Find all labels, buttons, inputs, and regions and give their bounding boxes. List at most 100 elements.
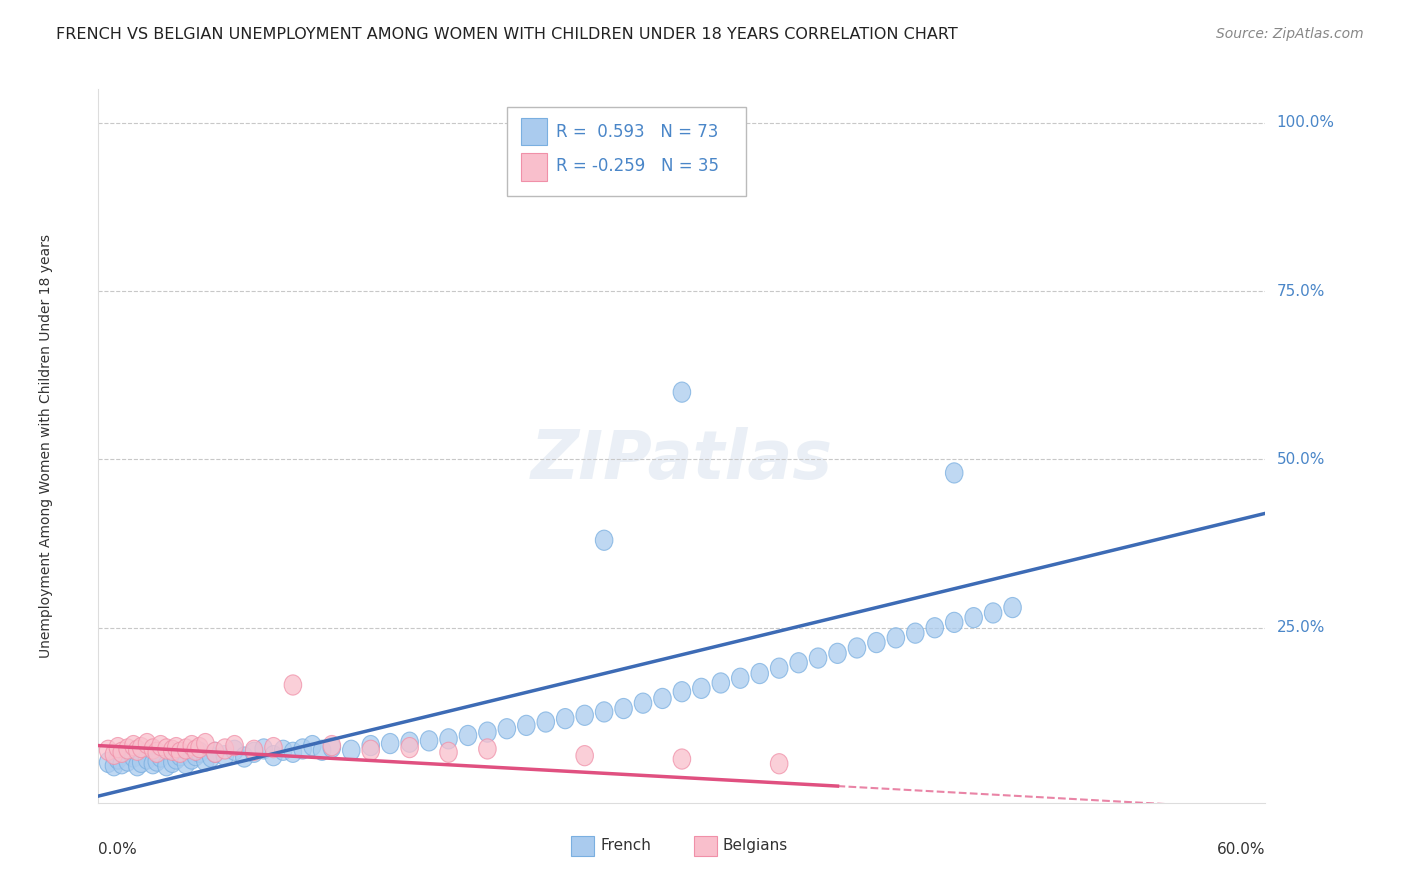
Ellipse shape xyxy=(183,749,201,769)
Ellipse shape xyxy=(770,754,787,774)
Ellipse shape xyxy=(848,638,866,658)
Ellipse shape xyxy=(217,739,233,759)
Ellipse shape xyxy=(537,712,554,732)
Text: R =  0.593   N = 73: R = 0.593 N = 73 xyxy=(555,123,718,141)
Text: Source: ZipAtlas.com: Source: ZipAtlas.com xyxy=(1216,27,1364,41)
Ellipse shape xyxy=(498,719,516,739)
Ellipse shape xyxy=(152,736,169,756)
Ellipse shape xyxy=(673,749,690,769)
Ellipse shape xyxy=(790,653,807,673)
Ellipse shape xyxy=(654,689,671,708)
Ellipse shape xyxy=(751,664,769,683)
FancyBboxPatch shape xyxy=(508,107,747,196)
Ellipse shape xyxy=(284,675,302,695)
Ellipse shape xyxy=(1004,598,1021,617)
Ellipse shape xyxy=(105,744,122,764)
Ellipse shape xyxy=(148,751,166,772)
Ellipse shape xyxy=(197,733,214,754)
Ellipse shape xyxy=(614,698,633,719)
Ellipse shape xyxy=(294,739,311,759)
Ellipse shape xyxy=(132,752,150,772)
Bar xyxy=(520,153,547,180)
Ellipse shape xyxy=(187,746,204,765)
Ellipse shape xyxy=(264,738,283,757)
Ellipse shape xyxy=(207,742,224,763)
Text: 60.0%: 60.0% xyxy=(1218,842,1265,857)
Ellipse shape xyxy=(595,702,613,722)
Ellipse shape xyxy=(770,658,787,678)
Ellipse shape xyxy=(401,732,419,752)
Text: 50.0%: 50.0% xyxy=(1277,452,1324,467)
Ellipse shape xyxy=(207,742,224,763)
Bar xyxy=(520,118,547,145)
Ellipse shape xyxy=(125,736,142,756)
Ellipse shape xyxy=(693,678,710,698)
Ellipse shape xyxy=(120,751,136,772)
Ellipse shape xyxy=(304,736,321,756)
Ellipse shape xyxy=(557,708,574,729)
Ellipse shape xyxy=(945,612,963,632)
Ellipse shape xyxy=(420,731,437,751)
Ellipse shape xyxy=(673,681,690,702)
Ellipse shape xyxy=(125,747,142,767)
Ellipse shape xyxy=(517,715,536,736)
Ellipse shape xyxy=(595,530,613,550)
Ellipse shape xyxy=(361,736,380,756)
Ellipse shape xyxy=(226,736,243,756)
Ellipse shape xyxy=(361,740,380,760)
Ellipse shape xyxy=(148,742,166,763)
Ellipse shape xyxy=(157,756,176,776)
Ellipse shape xyxy=(157,739,176,759)
Ellipse shape xyxy=(314,740,330,760)
Text: 75.0%: 75.0% xyxy=(1277,284,1324,299)
Ellipse shape xyxy=(105,756,122,776)
Ellipse shape xyxy=(343,740,360,760)
Ellipse shape xyxy=(576,746,593,765)
Ellipse shape xyxy=(128,756,146,776)
Ellipse shape xyxy=(112,754,131,774)
Ellipse shape xyxy=(202,747,219,767)
Ellipse shape xyxy=(187,740,204,760)
Ellipse shape xyxy=(381,733,399,754)
Ellipse shape xyxy=(254,739,273,759)
Ellipse shape xyxy=(868,632,886,653)
Ellipse shape xyxy=(245,742,263,763)
Text: 0.0%: 0.0% xyxy=(98,842,138,857)
Ellipse shape xyxy=(460,725,477,746)
Ellipse shape xyxy=(197,751,214,772)
Text: 25.0%: 25.0% xyxy=(1277,620,1324,635)
Ellipse shape xyxy=(110,749,127,769)
Ellipse shape xyxy=(132,738,150,757)
Ellipse shape xyxy=(100,752,117,772)
Ellipse shape xyxy=(167,749,186,769)
Ellipse shape xyxy=(236,747,253,767)
Ellipse shape xyxy=(887,628,904,648)
Ellipse shape xyxy=(128,740,146,760)
Ellipse shape xyxy=(984,603,1002,623)
Ellipse shape xyxy=(634,693,652,714)
Ellipse shape xyxy=(191,742,208,763)
Ellipse shape xyxy=(226,740,243,760)
Ellipse shape xyxy=(191,738,208,757)
Ellipse shape xyxy=(145,739,162,759)
Ellipse shape xyxy=(145,754,162,774)
Ellipse shape xyxy=(284,742,302,763)
Ellipse shape xyxy=(152,747,169,767)
Ellipse shape xyxy=(183,736,201,756)
Ellipse shape xyxy=(731,668,749,689)
Ellipse shape xyxy=(138,749,156,769)
Ellipse shape xyxy=(177,754,194,774)
Ellipse shape xyxy=(440,742,457,763)
Ellipse shape xyxy=(673,382,690,402)
Ellipse shape xyxy=(927,617,943,638)
Ellipse shape xyxy=(323,738,340,757)
Ellipse shape xyxy=(945,463,963,483)
Ellipse shape xyxy=(110,738,127,757)
Ellipse shape xyxy=(177,739,194,759)
Ellipse shape xyxy=(245,740,263,760)
Ellipse shape xyxy=(810,648,827,668)
Ellipse shape xyxy=(711,673,730,693)
Ellipse shape xyxy=(440,729,457,749)
Ellipse shape xyxy=(163,740,181,760)
Ellipse shape xyxy=(965,607,983,628)
